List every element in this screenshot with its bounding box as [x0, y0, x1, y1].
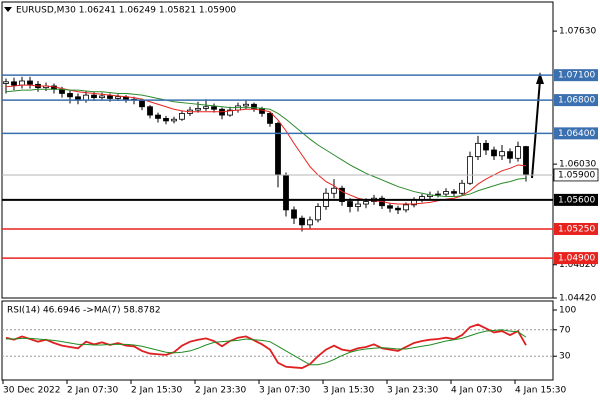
level-label: 1.05600: [558, 195, 595, 205]
candle-body: [499, 151, 505, 157]
level-label-box: [554, 222, 598, 235]
candle-body: [27, 80, 33, 85]
rsi-line: [6, 329, 527, 366]
current-price-box: [553, 168, 599, 182]
y-tick-label: 1.04820: [559, 260, 596, 270]
candle-body: [459, 182, 465, 194]
candle-body: [307, 219, 313, 226]
candle-body: [11, 81, 17, 86]
y-tick-label: 100: [559, 306, 576, 316]
candle-body: [515, 146, 521, 159]
candle-body: [299, 217, 305, 226]
candle-body: [403, 204, 409, 211]
moving-average: [5, 88, 527, 198]
arrow-shaft: [531, 79, 541, 179]
level-label: 1.06400: [558, 129, 595, 139]
x-tick-label: 30 Dec 2022: [3, 386, 61, 396]
candle-body: [315, 206, 321, 221]
level-label-box: [554, 69, 598, 82]
current-price-label: 1.05900: [558, 170, 595, 180]
candle-body: [99, 95, 105, 99]
candle-body: [451, 191, 457, 194]
candle-body: [339, 187, 345, 202]
candle-body: [475, 142, 481, 158]
x-tick-label: 4 Jan 07:30: [451, 386, 503, 396]
level-label-box: [554, 127, 598, 140]
level-label: 1.04900: [558, 254, 595, 264]
candle-body: [155, 114, 161, 119]
x-tick-label: 4 Jan 15:30: [515, 386, 567, 396]
candle-body: [139, 99, 145, 108]
candle-body: [523, 146, 529, 176]
x-tick-label: 2 Jan 07:30: [67, 386, 119, 396]
candle-body: [467, 156, 473, 184]
x-tick-label: 3 Jan 15:30: [323, 386, 375, 396]
candle-body: [283, 174, 289, 211]
title-icon: [4, 7, 12, 12]
candle-body: [3, 81, 9, 84]
candle-body: [267, 113, 273, 124]
candle-body: [163, 118, 169, 122]
x-tick-label: 2 Jan 15:30: [131, 386, 183, 396]
x-tick-label: 3 Jan 23:30: [387, 386, 439, 396]
candle-body: [355, 203, 361, 207]
candle-body: [19, 80, 25, 86]
candle-body: [107, 95, 113, 99]
rsi-panel: [1, 300, 554, 381]
y-tick-label: 1.07630: [559, 27, 596, 37]
y-tick-label: 1.04420: [559, 294, 596, 304]
chart-title: EURUSD,M30 1.06241 1.06249 1.05821 1.059…: [16, 6, 236, 16]
x-tick-label: 3 Jan 07:30: [259, 386, 311, 396]
arrow-head: [536, 72, 544, 84]
candle-body: [243, 103, 249, 107]
candle-body: [331, 187, 337, 194]
candle-body: [211, 106, 217, 110]
y-tick-label: 70: [559, 325, 571, 335]
rsi-line: [5, 323, 527, 369]
level-label-box: [554, 94, 598, 107]
level-label: 1.05250: [558, 224, 595, 234]
candle-body: [507, 151, 513, 159]
candle-body: [395, 207, 401, 211]
level-label-box: [554, 193, 598, 206]
y-tick-label: 30: [559, 352, 571, 362]
candle-body: [491, 149, 497, 157]
candle-body: [203, 106, 209, 109]
level-label: 1.06800: [558, 96, 595, 106]
candle-body: [67, 93, 73, 98]
y-tick-label: 1.06030: [559, 160, 596, 170]
candle-body: [291, 209, 297, 219]
candle-body: [91, 94, 97, 99]
level-label: 1.07100: [558, 71, 595, 81]
candle-body: [251, 103, 257, 109]
candle-body: [179, 113, 185, 120]
x-tick-label: 2 Jan 23:30: [195, 386, 247, 396]
candle-body: [171, 118, 177, 122]
candle-body: [115, 96, 121, 99]
candle-body: [363, 201, 369, 205]
level-label-box: [554, 252, 598, 265]
candle-body: [387, 205, 393, 209]
candle-body: [275, 122, 281, 176]
candle-body: [227, 109, 233, 116]
candle-body: [347, 201, 353, 207]
candle-body: [147, 106, 153, 116]
candle-body: [443, 191, 449, 195]
rsi-title: RSI(14) 46.6946 ->MA(7) 58.8782: [7, 306, 161, 316]
candle-body: [483, 142, 489, 151]
candle-body: [435, 193, 441, 196]
candle-body: [195, 108, 201, 111]
